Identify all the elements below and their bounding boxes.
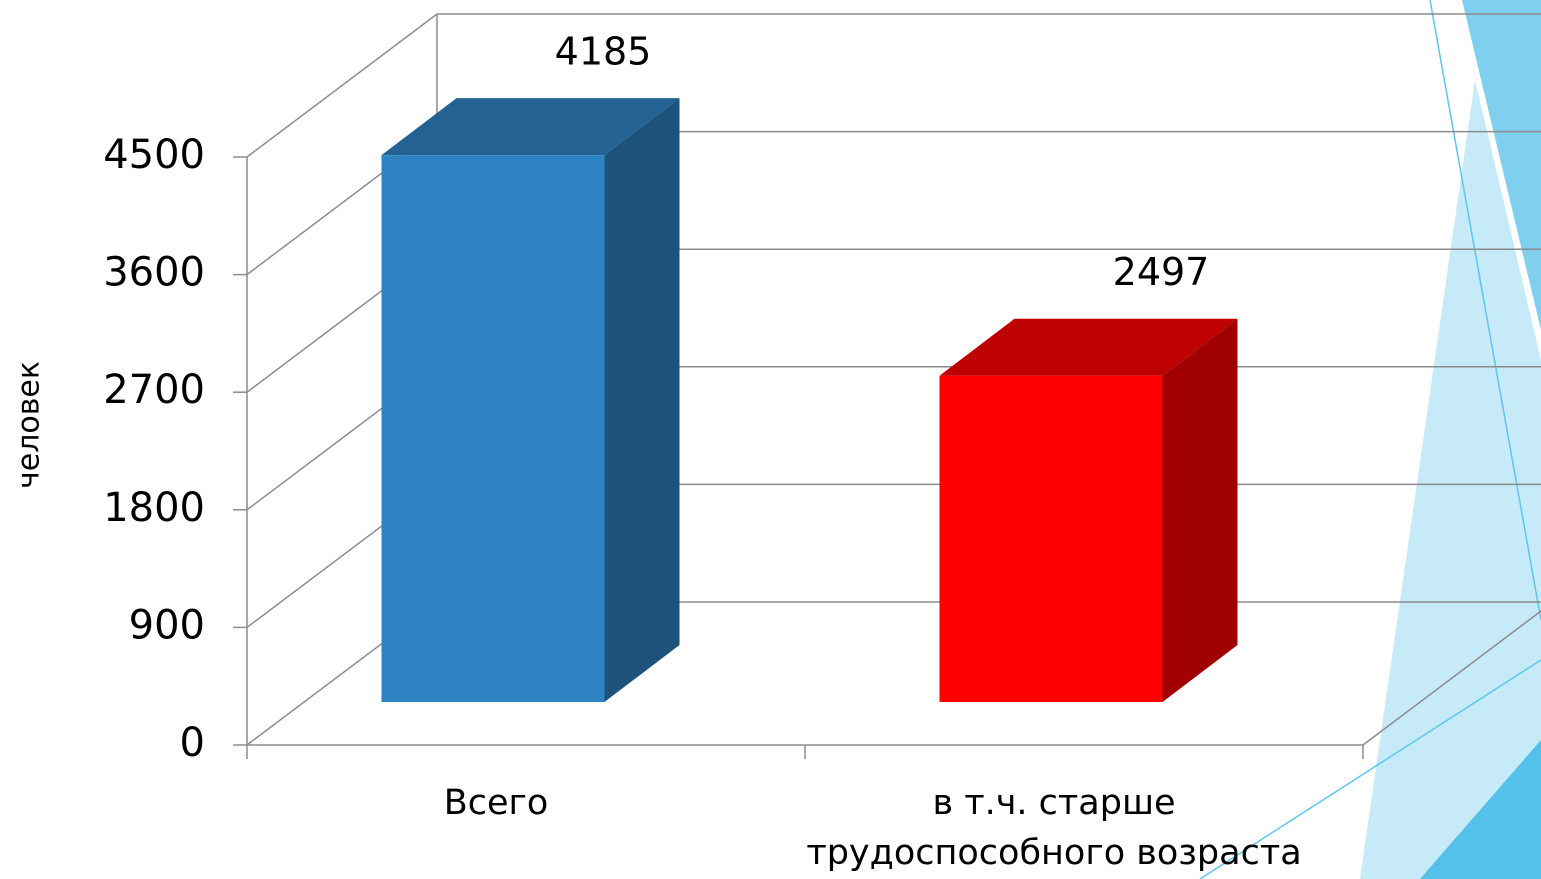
y-tick-label: 2700	[103, 367, 205, 413]
y-axis-label: человек	[12, 361, 47, 489]
value-label: 4185	[555, 30, 652, 74]
y-tick-label: 3600	[103, 250, 205, 296]
bar-side	[604, 98, 680, 702]
bar-top	[381, 98, 680, 156]
bar-side	[1162, 318, 1238, 702]
bar-top	[939, 318, 1238, 376]
floor-edge	[1362, 610, 1541, 746]
grid-line	[246, 13, 438, 158]
decor	[1462, 0, 1541, 330]
y-tick-label: 900	[129, 602, 205, 648]
value-label: 2497	[1113, 250, 1210, 294]
decor	[1199, 659, 1541, 879]
bar	[381, 155, 605, 702]
y-tick-label: 4500	[103, 132, 205, 178]
decor	[1360, 80, 1541, 879]
decor	[1429, 0, 1541, 621]
x-tick-label: Всего	[443, 783, 549, 823]
bar	[939, 375, 1163, 702]
decor	[1420, 740, 1541, 879]
y-tick-label: 0	[180, 720, 205, 766]
y-tick-label: 1800	[103, 485, 205, 531]
x-tick-label: в т.ч. старше трудоспособного возраста	[806, 783, 1302, 873]
